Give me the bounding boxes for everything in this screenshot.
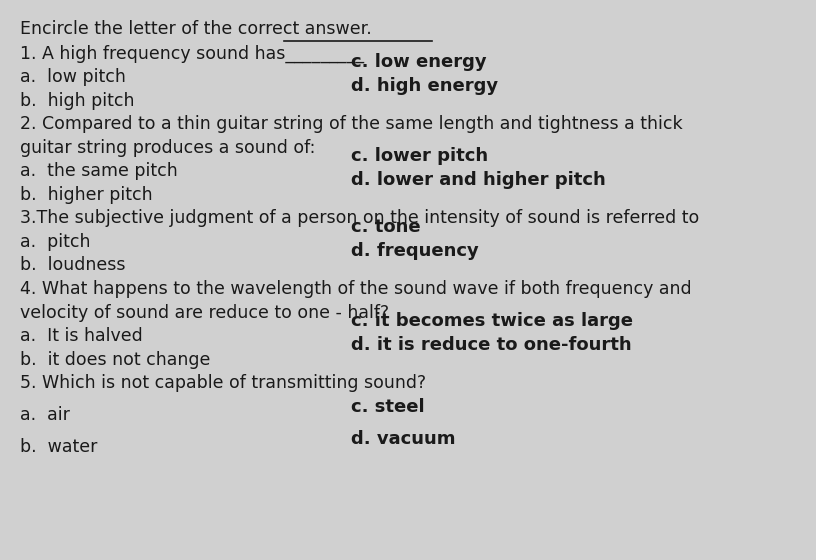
Text: c. steel: c. steel: [351, 398, 424, 416]
Text: b.  loudness: b. loudness: [20, 256, 126, 274]
Text: 2. Compared to a thin guitar string of the same length and tightness a thick: 2. Compared to a thin guitar string of t…: [20, 115, 683, 133]
Text: b.  high pitch: b. high pitch: [20, 92, 135, 110]
Text: d. lower and higher pitch: d. lower and higher pitch: [351, 171, 605, 189]
Text: d. high energy: d. high energy: [351, 77, 498, 95]
Text: velocity of sound are reduce to one - half?: velocity of sound are reduce to one - ha…: [20, 304, 389, 321]
Text: b.  it does not change: b. it does not change: [20, 351, 211, 368]
Text: a.  low pitch: a. low pitch: [20, 68, 126, 86]
Text: guitar string produces a sound of:: guitar string produces a sound of:: [20, 139, 316, 157]
Text: 4. What happens to the wavelength of the sound wave if both frequency and: 4. What happens to the wavelength of the…: [20, 280, 692, 298]
Text: 1. A high frequency sound has_________: 1. A high frequency sound has_________: [20, 45, 365, 63]
Text: a.  It is halved: a. It is halved: [20, 327, 143, 345]
Text: 5. Which is not capable of transmitting sound?: 5. Which is not capable of transmitting …: [20, 374, 427, 392]
Text: c. it becomes twice as large: c. it becomes twice as large: [351, 312, 633, 330]
Text: d. frequency: d. frequency: [351, 242, 479, 260]
Text: a.  air: a. air: [20, 406, 70, 424]
Text: 3.The subjective judgment of a person on the intensity of sound is referred to: 3.The subjective judgment of a person on…: [20, 209, 699, 227]
Text: a.  pitch: a. pitch: [20, 233, 91, 251]
Text: c. tone: c. tone: [351, 218, 420, 236]
Text: d. it is reduce to one-fourth: d. it is reduce to one-fourth: [351, 336, 632, 354]
Text: a.  the same pitch: a. the same pitch: [20, 162, 178, 180]
Text: b.  higher pitch: b. higher pitch: [20, 186, 153, 204]
Text: Encircle the letter of the correct answer.: Encircle the letter of the correct answe…: [20, 20, 372, 38]
Text: c. lower pitch: c. lower pitch: [351, 147, 488, 165]
Text: c. low energy: c. low energy: [351, 53, 486, 71]
Text: b.  water: b. water: [20, 438, 98, 456]
Text: d. vacuum: d. vacuum: [351, 430, 455, 448]
